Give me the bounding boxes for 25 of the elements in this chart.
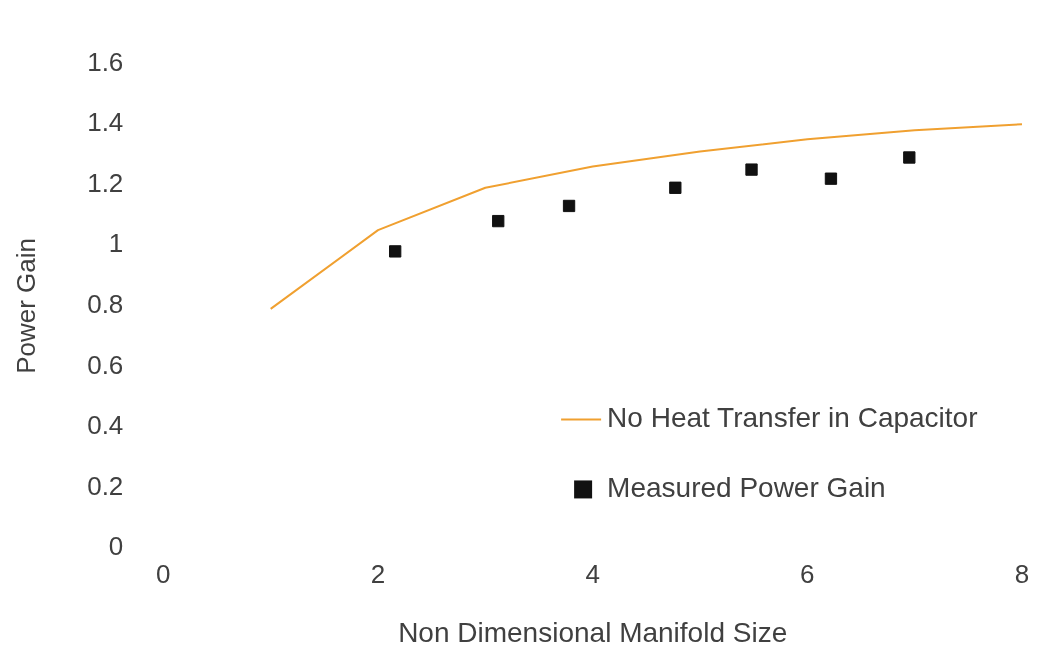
x-tick-label: 8 (1014, 558, 1030, 589)
legend-label: Measured Power Gain (607, 472, 886, 504)
y-tick-label: 0.8 (87, 289, 124, 320)
point (745, 163, 758, 176)
point (903, 151, 916, 164)
y-tick-label: 1.4 (87, 107, 124, 138)
y-tick-label: 0.6 (87, 349, 124, 380)
point (562, 199, 576, 213)
legend-label: No Heat Transfer in Capacitor (607, 402, 978, 434)
y-tick-label: 1.6 (87, 46, 124, 77)
point (492, 214, 505, 228)
y-tick-label: 0 (108, 531, 124, 562)
y-tick-label: 1.2 (87, 167, 124, 198)
x-tick-label: 0 (156, 558, 171, 589)
x-tick-label: 6 (800, 558, 815, 589)
y-tick-label: 0.2 (87, 470, 124, 501)
point (669, 181, 682, 194)
y-tick-label: 0.4 (87, 410, 124, 441)
y-axis-title: Power Gain (10, 237, 41, 374)
x-tick-label: 4 (585, 558, 600, 589)
x-tick-label: 2 (370, 558, 386, 589)
y-tick-label: 1 (108, 228, 124, 259)
point (824, 172, 838, 185)
x-axis-title: Non Dimensional Manifold Size (398, 616, 788, 648)
point (389, 245, 402, 258)
